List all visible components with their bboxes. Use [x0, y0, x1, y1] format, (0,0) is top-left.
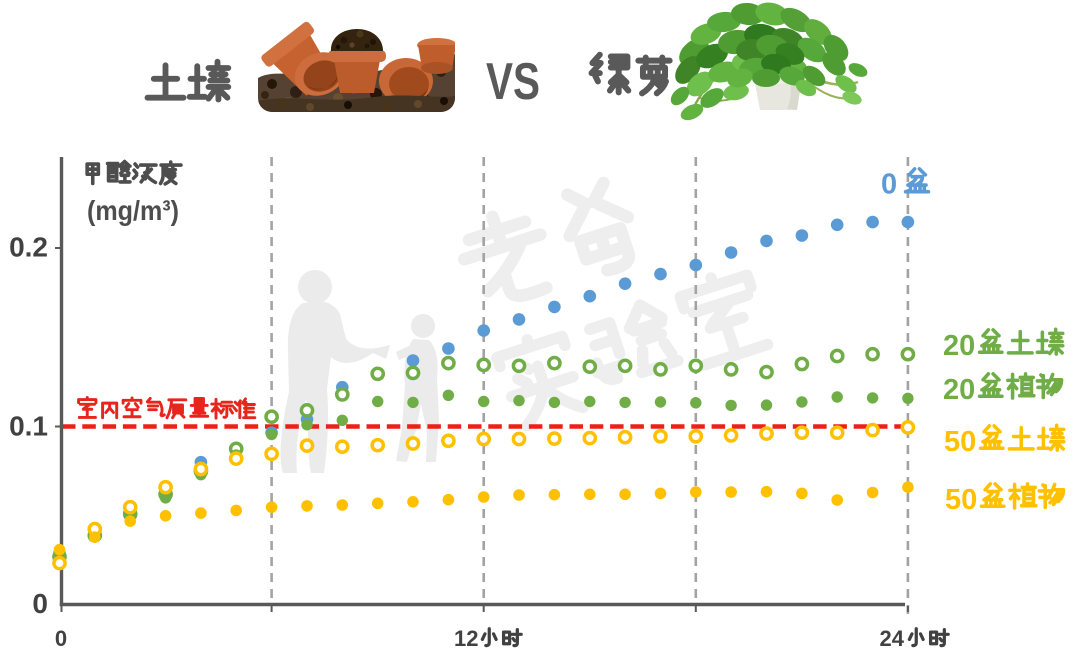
svg-text:12: 12 — [454, 626, 478, 651]
svg-text:(mg/m³): (mg/m³) — [87, 195, 179, 226]
svg-text:0.2: 0.2 — [9, 232, 48, 263]
svg-text:50: 50 — [945, 484, 977, 516]
svg-text:0: 0 — [881, 169, 897, 201]
svg-text:24: 24 — [880, 626, 905, 651]
svg-text:50: 50 — [944, 426, 976, 458]
svg-text:0.1: 0.1 — [9, 411, 48, 442]
svg-text:0: 0 — [32, 588, 48, 619]
svg-text:20: 20 — [943, 374, 975, 406]
svg-text:20: 20 — [943, 330, 975, 362]
svg-text:VS: VS — [486, 53, 540, 111]
svg-text:0: 0 — [55, 626, 67, 651]
